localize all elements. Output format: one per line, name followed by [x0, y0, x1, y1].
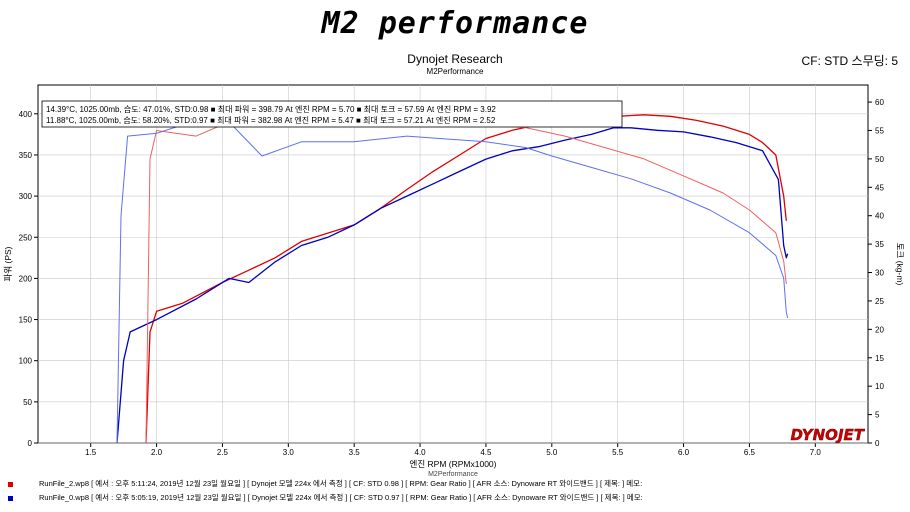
- x-tick-label: 5.0: [546, 448, 558, 457]
- x-tick-label: 1.5: [85, 448, 97, 457]
- y-right-tick-label: 50: [875, 155, 884, 164]
- legend-entry: 11.88°C, 1025.00mb, 습도: 58.20%, STD:0.97…: [46, 115, 496, 125]
- legend-frame: [41, 100, 623, 128]
- blue-square-icon: [8, 495, 13, 501]
- x-tick-label: 2.0: [151, 448, 163, 457]
- chart-subsubtitle: M2Performance: [426, 67, 484, 76]
- y-right-tick-label: 25: [875, 297, 884, 306]
- y-left-tick-label: 0: [28, 439, 33, 448]
- x-tick-label: 4.0: [415, 448, 427, 457]
- footer-run-0: RunFile_0.wp8 [ 예서 : 오후 5:05:19, 2019년 1…: [8, 492, 643, 503]
- y-left-tick-label: 400: [19, 110, 33, 119]
- y-right-tick-label: 5: [875, 411, 880, 420]
- y-right-tick-label: 40: [875, 212, 884, 221]
- y-right-tick-label: 45: [875, 183, 884, 192]
- x-axis-label: 엔진 RPM (RPMx1000): [410, 459, 497, 469]
- x-tick-label: 3.5: [349, 448, 361, 457]
- footer-overlap-label: M2Performance: [428, 471, 478, 478]
- x-tick-label: 4.5: [480, 448, 492, 457]
- y-left-tick-label: 100: [19, 357, 33, 366]
- plot-area: [37, 84, 869, 444]
- y-right-tick-label: 35: [875, 240, 884, 249]
- y-right-tick-label: 55: [875, 126, 884, 135]
- chart-subtitle: Dynojet Research: [407, 52, 503, 66]
- y-right-tick-label: 20: [875, 325, 884, 334]
- y-left-tick-label: 250: [19, 233, 33, 242]
- x-tick-label: 2.5: [217, 448, 229, 457]
- x-tick-label: 6.0: [678, 448, 690, 457]
- y-right-tick-label: 30: [875, 269, 884, 278]
- footer-run-2: RunFile_2.wp8 [ 예서 : 오후 5:11:24, 2019년 1…: [8, 478, 642, 489]
- y-left-tick-label: 200: [19, 274, 33, 283]
- chart-title: M2 performance: [321, 6, 589, 41]
- x-tick-label: 7.0: [810, 448, 822, 457]
- series-line-0: [145, 114, 787, 444]
- legend-box: 14.39°C, 1025.00mb, 습도: 47.01%, STD:0.98…: [41, 100, 623, 128]
- y-left-axis-label: 파워 (PS): [3, 246, 13, 281]
- y-right-tick-label: 60: [875, 98, 884, 107]
- correction-factor-label: CF: STD 스무딩: 5: [801, 54, 898, 68]
- y-right-tick-label: 0: [875, 439, 880, 448]
- red-square-icon: [8, 481, 13, 487]
- y-left-tick-label: 150: [19, 316, 33, 325]
- dynojet-logo: DYNOJET: [790, 426, 865, 444]
- x-tick-label: 6.5: [744, 448, 756, 457]
- legend-entry: 14.39°C, 1025.00mb, 습도: 47.01%, STD:0.98…: [46, 104, 496, 114]
- series-line-1: [116, 127, 789, 444]
- series-line-3: [116, 117, 789, 444]
- footer-run-0-text: RunFile_0.wp8 [ 예서 : 오후 5:05:19, 2019년 1…: [39, 493, 643, 502]
- y-left-tick-label: 300: [19, 192, 33, 201]
- footer-run-2-text: RunFile_2.wp8 [ 예서 : 오후 5:11:24, 2019년 1…: [39, 479, 643, 488]
- y-right-tick-label: 10: [875, 382, 884, 391]
- y-right-axis-label: 토크 (kg-m): [895, 243, 905, 286]
- y-right-tick-label: 15: [875, 354, 884, 363]
- x-tick-label: 3.0: [283, 448, 295, 457]
- x-tick-label: 5.5: [612, 448, 624, 457]
- y-left-tick-label: 50: [23, 398, 32, 407]
- y-left-tick-label: 350: [19, 151, 33, 160]
